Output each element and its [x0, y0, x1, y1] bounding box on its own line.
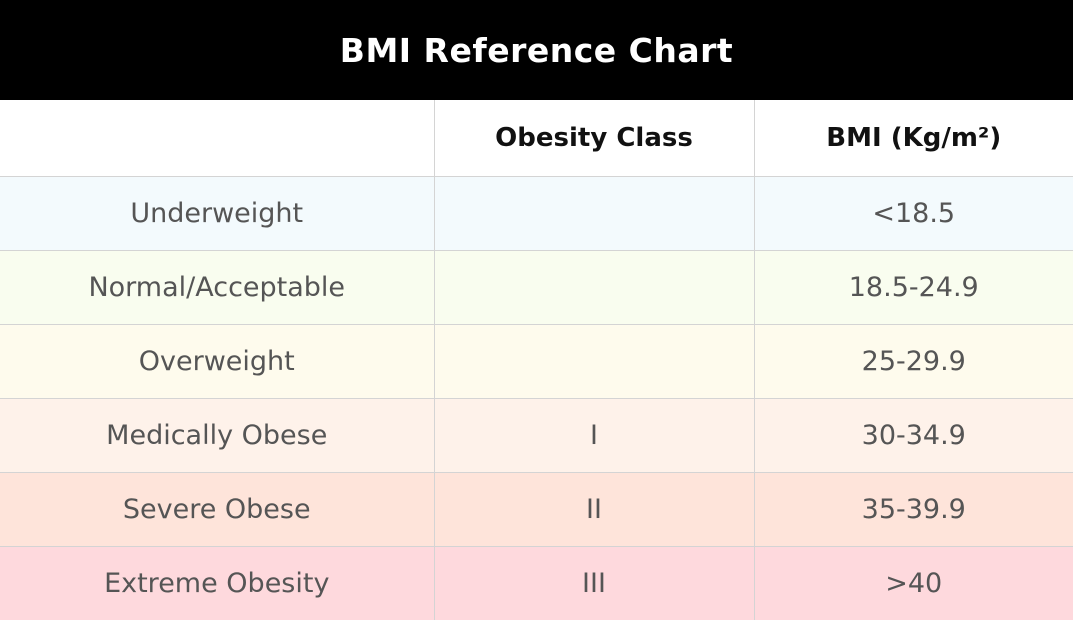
bmi-cell: 25-29.9: [753, 323, 1073, 399]
table-row: Normal/Acceptable 18.5-24.9: [0, 249, 1073, 325]
bmi-cell: 18.5-24.9: [753, 249, 1073, 325]
table-row: Overweight 25-29.9: [0, 323, 1073, 399]
header-bmi: BMI (Kg/m²): [753, 100, 1073, 177]
bmi-cell: <18.5: [753, 175, 1073, 251]
obesity-class-cell: [433, 323, 755, 399]
category-cell: Severe Obese: [0, 471, 435, 547]
obesity-class-cell: II: [433, 471, 755, 547]
category-cell: Overweight: [0, 323, 435, 399]
obesity-class-cell: [433, 249, 755, 325]
bmi-cell: 35-39.9: [753, 471, 1073, 547]
bmi-cell: >40: [753, 545, 1073, 620]
obesity-class-cell: [433, 175, 755, 251]
chart-title: BMI Reference Chart: [0, 0, 1073, 100]
obesity-class-cell: I: [433, 397, 755, 473]
category-cell: Normal/Acceptable: [0, 249, 435, 325]
category-cell: Underweight: [0, 175, 435, 251]
bmi-cell: 30-34.9: [753, 397, 1073, 473]
table-row: Severe Obese II 35-39.9: [0, 471, 1073, 547]
category-cell: Medically Obese: [0, 397, 435, 473]
table-row: Extreme Obesity III >40: [0, 545, 1073, 620]
obesity-class-cell: III: [433, 545, 755, 620]
category-cell: Extreme Obesity: [0, 545, 435, 620]
table-row: Medically Obese I 30-34.9: [0, 397, 1073, 473]
bmi-table: Obesity Class BMI (Kg/m²) Underweight <1…: [0, 100, 1073, 620]
header-obesity-class: Obesity Class: [433, 100, 755, 177]
table-header-row: Obesity Class BMI (Kg/m²): [0, 100, 1073, 177]
header-category: [0, 100, 435, 177]
table-row: Underweight <18.5: [0, 175, 1073, 251]
